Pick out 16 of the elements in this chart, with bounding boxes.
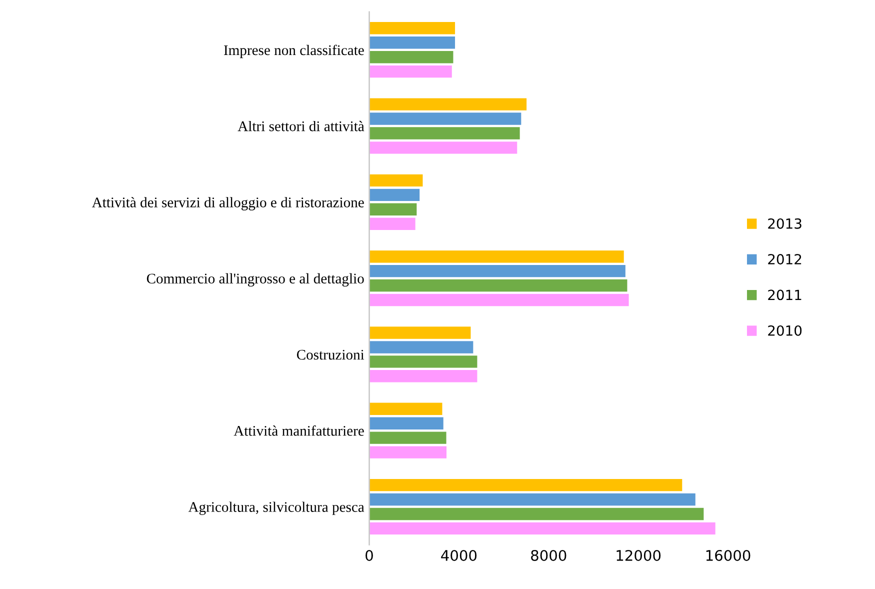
x-tick-label: 8000: [531, 550, 566, 561]
y-tick-label: Costruzioni: [296, 350, 364, 360]
y-tick-label: Imprese non classificate: [224, 44, 364, 58]
legend-label: 2013: [768, 218, 802, 229]
x-tick-label: 12000: [616, 550, 661, 561]
y-tick-label: Attività dei servizi di alloggio e di ristorazione: [92, 197, 364, 210]
x-tick-label: 4000: [441, 550, 477, 561]
y-tick-label: Attività manifatturiere: [234, 425, 364, 436]
legend-label: 2012: [768, 254, 802, 264]
y-tick-label: Commercio all'ingrosso e al dettaglio: [146, 273, 364, 287]
x-tick-label: 0: [366, 550, 373, 561]
legend-label: 2010: [768, 325, 802, 336]
y-tick-label: Agricoltura, silvicoltura pesca: [188, 502, 364, 515]
x-tick-label: 16000: [706, 550, 750, 561]
y-tick-label: Altri settori di attività: [238, 120, 364, 132]
legend-label: 2011: [768, 290, 802, 300]
